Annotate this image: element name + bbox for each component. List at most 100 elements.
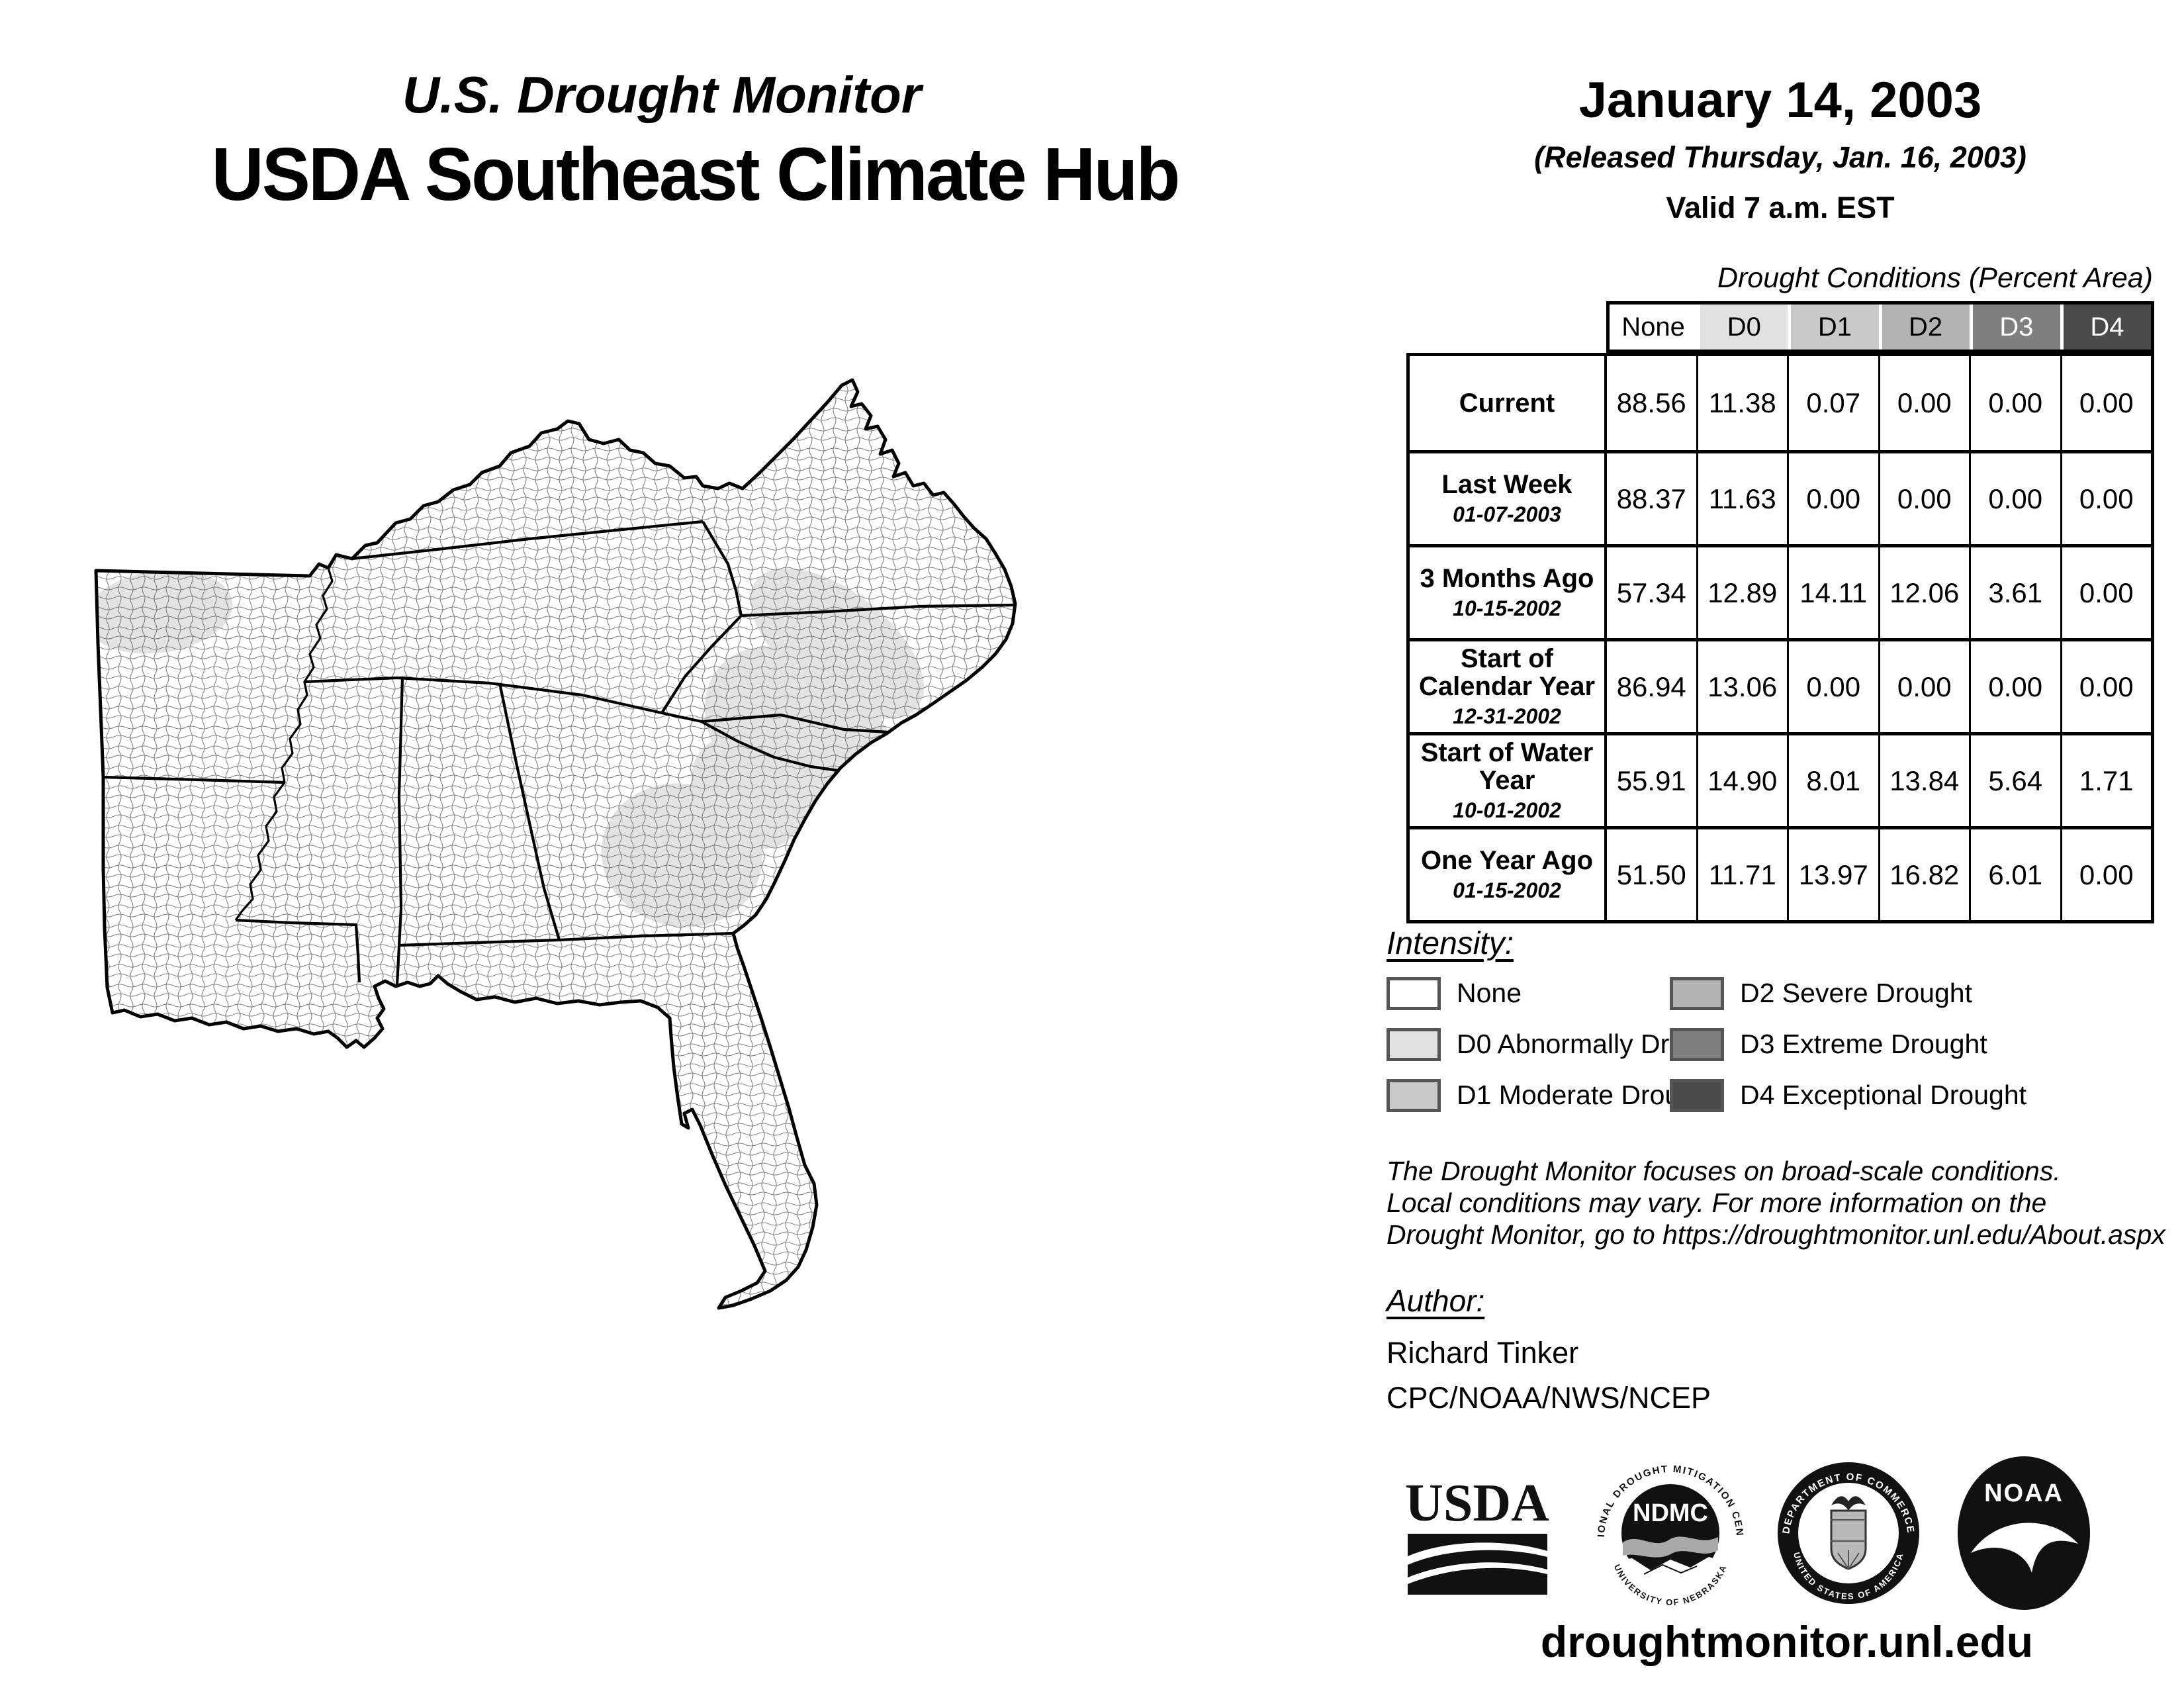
row-label: Start of Water Year 10-01-2002 [1410,735,1607,826]
value-cell: 11.38 [1696,356,1788,450]
legend-swatch [1387,1027,1441,1061]
value-cell: 14.90 [1696,735,1788,826]
ndmc-logo: NATIONAL DROUGHT MITIGATION CENTER UNIVE… [1596,1458,1745,1608]
noaa-logo-text: NOAA [1984,1479,2064,1507]
conditions-table: Current 88.56 11.38 0.07 0.00 0.00 0.00 Last We… [1406,353,2154,923]
noaa-seagull [1971,1523,2078,1573]
value-cell: 5.64 [1969,735,2060,826]
value-cell: 13.06 [1696,641,1788,732]
usda-logo-text: USDA [1406,1474,1549,1532]
value-cell: 11.71 [1696,829,1788,920]
legend-label: D2 Severe Drought [1740,978,1972,1008]
noaa-logo: NOAA [1958,1456,2090,1610]
table-title: Drought Conditions (Percent Area) [1717,262,2153,294]
legend-swatch [1670,1078,1724,1112]
value-cell: 86.94 [1616,671,1686,702]
state-borders [103,520,1015,986]
usda-logo: USDA [1406,1474,1549,1595]
value-cell: 0.00 [2060,356,2152,450]
author-org: CPC/NOAA/NWS/NCEP [1387,1381,1711,1415]
value-cell: 0.00 [1878,641,1970,732]
legend-label: D3 Extreme Drought [1740,1029,1987,1059]
value-cell: 3.61 [1969,547,2060,638]
table-row: 3 Months Ago 10-15-2002 57.34 12.89 14.11 12.… [1410,544,2151,638]
legend-item: D4 Exceptional Drought [1670,1070,2026,1121]
legend-label: D4 Exceptional Drought [1740,1080,2027,1110]
ndmc-logo-text: NDMC [1633,1499,1708,1527]
value-cell: 0.07 [1787,356,1878,450]
value-cell: 0.00 [1878,356,1970,450]
intensity-heading: Intensity: [1387,926,1514,961]
value-cell: 0.00 [1969,641,2060,732]
legend-item: D2 Severe Drought [1670,968,2026,1019]
value-cell: 12.89 [1696,547,1788,638]
table-header-row: None D0 D1 D2 D3 D4 [1606,301,2154,353]
county-boundaries-texture [96,380,1015,1308]
legend-item: D1 Moderate Drought [1387,1070,1717,1121]
mississippi-river-border [234,554,338,921]
value-cell: 0.00 [1787,641,1878,732]
row-label: Last Week 01-07-2003 [1410,453,1607,544]
value-cell: 51.50 [1616,859,1686,890]
value-cell: 8.01 [1787,735,1878,826]
value-cell: 88.56 [1616,387,1686,418]
table-row: One Year Ago 01-15-2002 51.50 11.71 13.97 16.… [1410,826,2151,920]
value-cell: 0.00 [1969,356,2060,450]
row-label: Current [1410,356,1607,450]
value-cell: 57.34 [1616,577,1686,608]
value-cell: 16.82 [1878,829,1970,920]
legend-label: D0 Abnormally Dry [1457,1029,1683,1059]
value-cell: 0.00 [2060,453,2152,544]
legend-item: None [1387,968,1717,1019]
commerce-seal-eagle [1831,1496,1866,1511]
column-header-d2: D2 [1882,305,1970,350]
legend-swatch [1670,976,1724,1010]
table-row: Start of Water Year 10-01-2002 55.91 14.90 8… [1410,732,2151,826]
column-header-d0: D0 [1700,305,1788,350]
report-title: U.S. Drought Monitor [402,66,922,124]
footer-url: droughtmonitor.unl.edu [1540,1617,2034,1666]
valid-time: Valid 7 a.m. EST [1666,191,1895,224]
value-cell: 0.00 [2060,641,2152,732]
row-label: 3 Months Ago 10-15-2002 [1410,547,1607,638]
value-cell: 11.63 [1696,453,1788,544]
legend-swatch [1670,1027,1724,1061]
value-cell: 14.11 [1787,547,1878,638]
column-header-none: None [1610,305,1698,350]
value-cell: 55.91 [1616,765,1686,796]
table-row: Start of Calendar Year 12-31-2002 86.94 13.… [1410,638,2151,732]
disclaimer-line: The Drought Monitor focuses on broad-sca… [1387,1156,2061,1186]
value-cell: 6.01 [1969,829,2060,920]
legend-swatch [1387,1078,1441,1112]
value-cell: 13.97 [1787,829,1878,920]
value-cell: 13.84 [1878,735,1970,826]
value-cell: 0.00 [2060,829,2152,920]
author-heading: Author: [1387,1284,1485,1318]
row-label: Start of Calendar Year 12-31-2002 [1410,641,1607,732]
value-cell: 12.06 [1878,547,1970,638]
disclaimer: The Drought Monitor focuses on broad-sca… [1387,1155,2165,1250]
report-date: January 14, 2003 [1578,72,1982,128]
value-cell: 1.71 [2060,735,2152,826]
table-row: Last Week 01-07-2003 88.37 11.63 0.00 0.00 0.0… [1410,450,2151,544]
region-outline [94,378,1017,1310]
value-cell: 0.00 [1878,453,1970,544]
disclaimer-line: Drought Monitor, go to https://droughtmo… [1387,1219,2165,1250]
column-header-d1: D1 [1791,305,1879,350]
column-header-d3: D3 [1972,305,2060,350]
value-cell: 88.37 [1616,483,1686,514]
map-fill-layer [96,380,1015,1308]
legend-col-right: D2 Severe Drought D3 Extreme Drought D4 Ex… [1670,968,2026,1121]
value-cell: 0.00 [1787,453,1878,544]
release-date: (Released Thursday, Jan. 16, 2003) [1534,140,2026,174]
legend-item: D0 Abnormally Dry [1387,1019,1717,1070]
legend-label: None [1457,978,1522,1008]
legend-item: D3 Extreme Drought [1670,1019,2026,1070]
report-subtitle: USDA Southeast Climate Hub [211,132,1180,216]
disclaimer-line: Local conditions may vary. For more info… [1387,1188,2047,1218]
table-row: Current 88.56 11.38 0.07 0.00 0.00 0.00 [1410,356,2151,450]
author-name: Richard Tinker [1387,1336,1579,1370]
legend-swatch [1387,976,1441,1010]
southeast-county-map [94,378,1017,1310]
